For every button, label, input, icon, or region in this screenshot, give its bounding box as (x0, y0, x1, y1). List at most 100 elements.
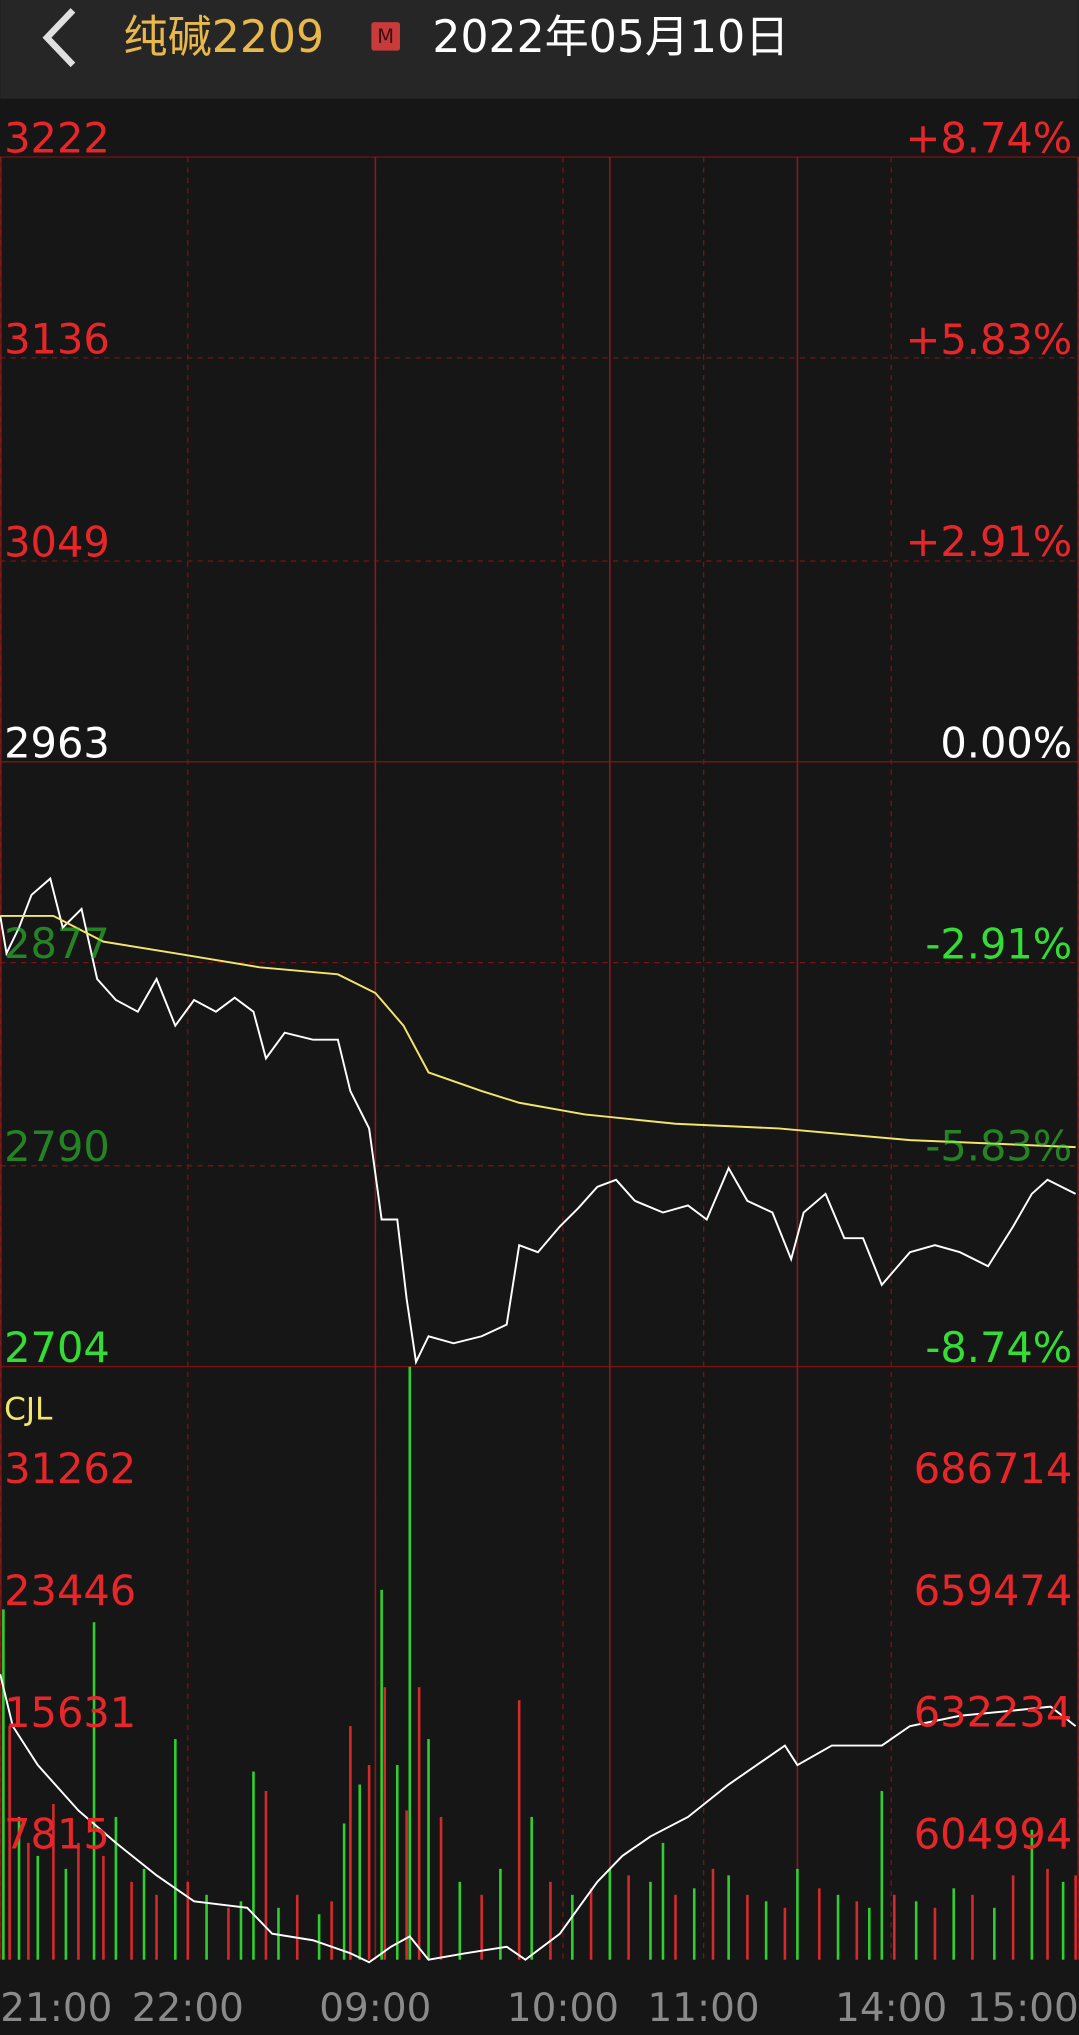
y-tick-label: 2704 (4, 1323, 110, 1372)
y-tick-label: 3222 (4, 113, 110, 162)
x-tick-label: 09:00 (319, 1986, 431, 2031)
volume-bar (530, 1816, 533, 1960)
badge-box (371, 22, 400, 51)
y2-tick-label: -8.74% (925, 1323, 1072, 1372)
volume-bar (77, 1842, 80, 1960)
volume-bar (367, 1765, 371, 1960)
y2-tick-label: -5.83% (925, 1122, 1072, 1171)
y-tick-label: 2877 (4, 919, 110, 968)
volume-bar (1011, 1875, 1015, 1960)
volume-bar (855, 1901, 859, 1960)
volume-bar (277, 1907, 280, 1960)
y-tick-label: 2790 (4, 1122, 110, 1171)
contract-title: 纯碱2209 (124, 12, 324, 63)
y2-tick-label: -2.91% (925, 920, 1072, 969)
volume-bar (102, 1855, 105, 1960)
volume-bar (458, 1881, 462, 1960)
volume-tick-label: 7815 (4, 1810, 110, 1859)
volume-bar (933, 1907, 937, 1960)
volume-bar (330, 1901, 333, 1960)
volume-bar (627, 1875, 630, 1960)
volume-bar (380, 1589, 383, 1960)
plot: 21:00 22:00 09:00 10:00 11:00 14:00 15:00 3222 3… (0, 113, 1079, 2031)
volume-bar (836, 1894, 840, 1960)
x-tick-label: 10:00 (507, 1986, 619, 2031)
volume-bar (1046, 1868, 1049, 1960)
volume-bar (317, 1914, 321, 1960)
volume-bar (383, 1687, 387, 1960)
volume-bar (692, 1888, 696, 1960)
volume-bar (427, 1739, 430, 1960)
price-line (0, 914, 1076, 1149)
volume-bar (264, 1791, 268, 1960)
volume-bar (1030, 1829, 1034, 1960)
volume-bar (796, 1868, 799, 1960)
volume-bar (893, 1894, 896, 1960)
volume-bar (439, 1816, 443, 1960)
volume-bar (783, 1907, 787, 1960)
volume-bar (349, 1726, 352, 1960)
top-bar (0, 0, 1079, 99)
volume-bar (608, 1868, 612, 1960)
volume-bar (2, 1609, 5, 1960)
volume-bar (64, 1868, 68, 1960)
volume-bar (114, 1816, 118, 1960)
volume-bar (971, 1894, 974, 1960)
x-tick-label: 11:00 (648, 1986, 760, 2031)
y-tick-label: 2963 (4, 718, 110, 767)
open-interest-tick-label: 632234 (914, 1688, 1072, 1737)
volume-bar (174, 1739, 177, 1960)
volume-bar (227, 1907, 230, 1960)
volume-bar (155, 1894, 158, 1960)
y-tick-label: 3049 (4, 517, 110, 566)
volume-bar (649, 1881, 652, 1960)
x-tick-label: 21:00 (0, 1986, 112, 2031)
volume-bar (239, 1901, 243, 1960)
volume-bar (993, 1907, 996, 1960)
open-interest-tick-label: 659474 (914, 1566, 1072, 1615)
date: 2022年05月10日 (432, 12, 789, 63)
volume-bar (661, 1842, 665, 1960)
y2-tick-label: +8.74% (906, 113, 1073, 162)
volume-bar (880, 1791, 884, 1960)
volume-bar (589, 1888, 593, 1960)
y2-tick-label: 0.00% (940, 718, 1072, 767)
volume-bar (186, 1881, 190, 1960)
price-line (0, 1673, 1077, 1964)
y2-tick-label: +5.83% (906, 315, 1073, 364)
volume-bar (417, 1687, 421, 1960)
volume-bar (499, 1868, 502, 1960)
volume-bar (517, 1700, 521, 1960)
volume-title: CJL (4, 1392, 53, 1428)
open-interest-tick-label: 686714 (914, 1444, 1072, 1493)
volume-bar (868, 1907, 871, 1960)
volume-bar (130, 1881, 133, 1960)
volume-bar (92, 1622, 96, 1960)
volume-bar (914, 1901, 918, 1960)
back-button[interactable] (42, 8, 76, 68)
volume-bar (711, 1868, 715, 1960)
volume-bar (405, 1810, 408, 1960)
volume-bar (295, 1894, 299, 1960)
volume-bar (27, 1842, 30, 1960)
y-tick-label: 3136 (4, 314, 110, 363)
price-line (0, 876, 1077, 1366)
x-tick-label: 15:00 (967, 1986, 1079, 2031)
volume-bar (17, 1816, 21, 1960)
volume-bar (1074, 1875, 1077, 1960)
volume-tick-label: 31262 (4, 1444, 136, 1493)
volume-bar (252, 1771, 255, 1960)
volume-bar (549, 1881, 552, 1960)
volume-bar (342, 1823, 346, 1960)
volume-bar (142, 1868, 146, 1960)
volume-tick-label: 23446 (4, 1566, 136, 1615)
volume-bar (36, 1855, 40, 1960)
x-tick-label: 14:00 (835, 1986, 947, 2031)
x-tick-label: 22:00 (132, 1986, 244, 2031)
volume-bar (727, 1875, 730, 1960)
volume-bar (52, 1803, 55, 1960)
y2-tick-label: +2.91% (906, 517, 1073, 566)
volume-bar (205, 1894, 208, 1960)
